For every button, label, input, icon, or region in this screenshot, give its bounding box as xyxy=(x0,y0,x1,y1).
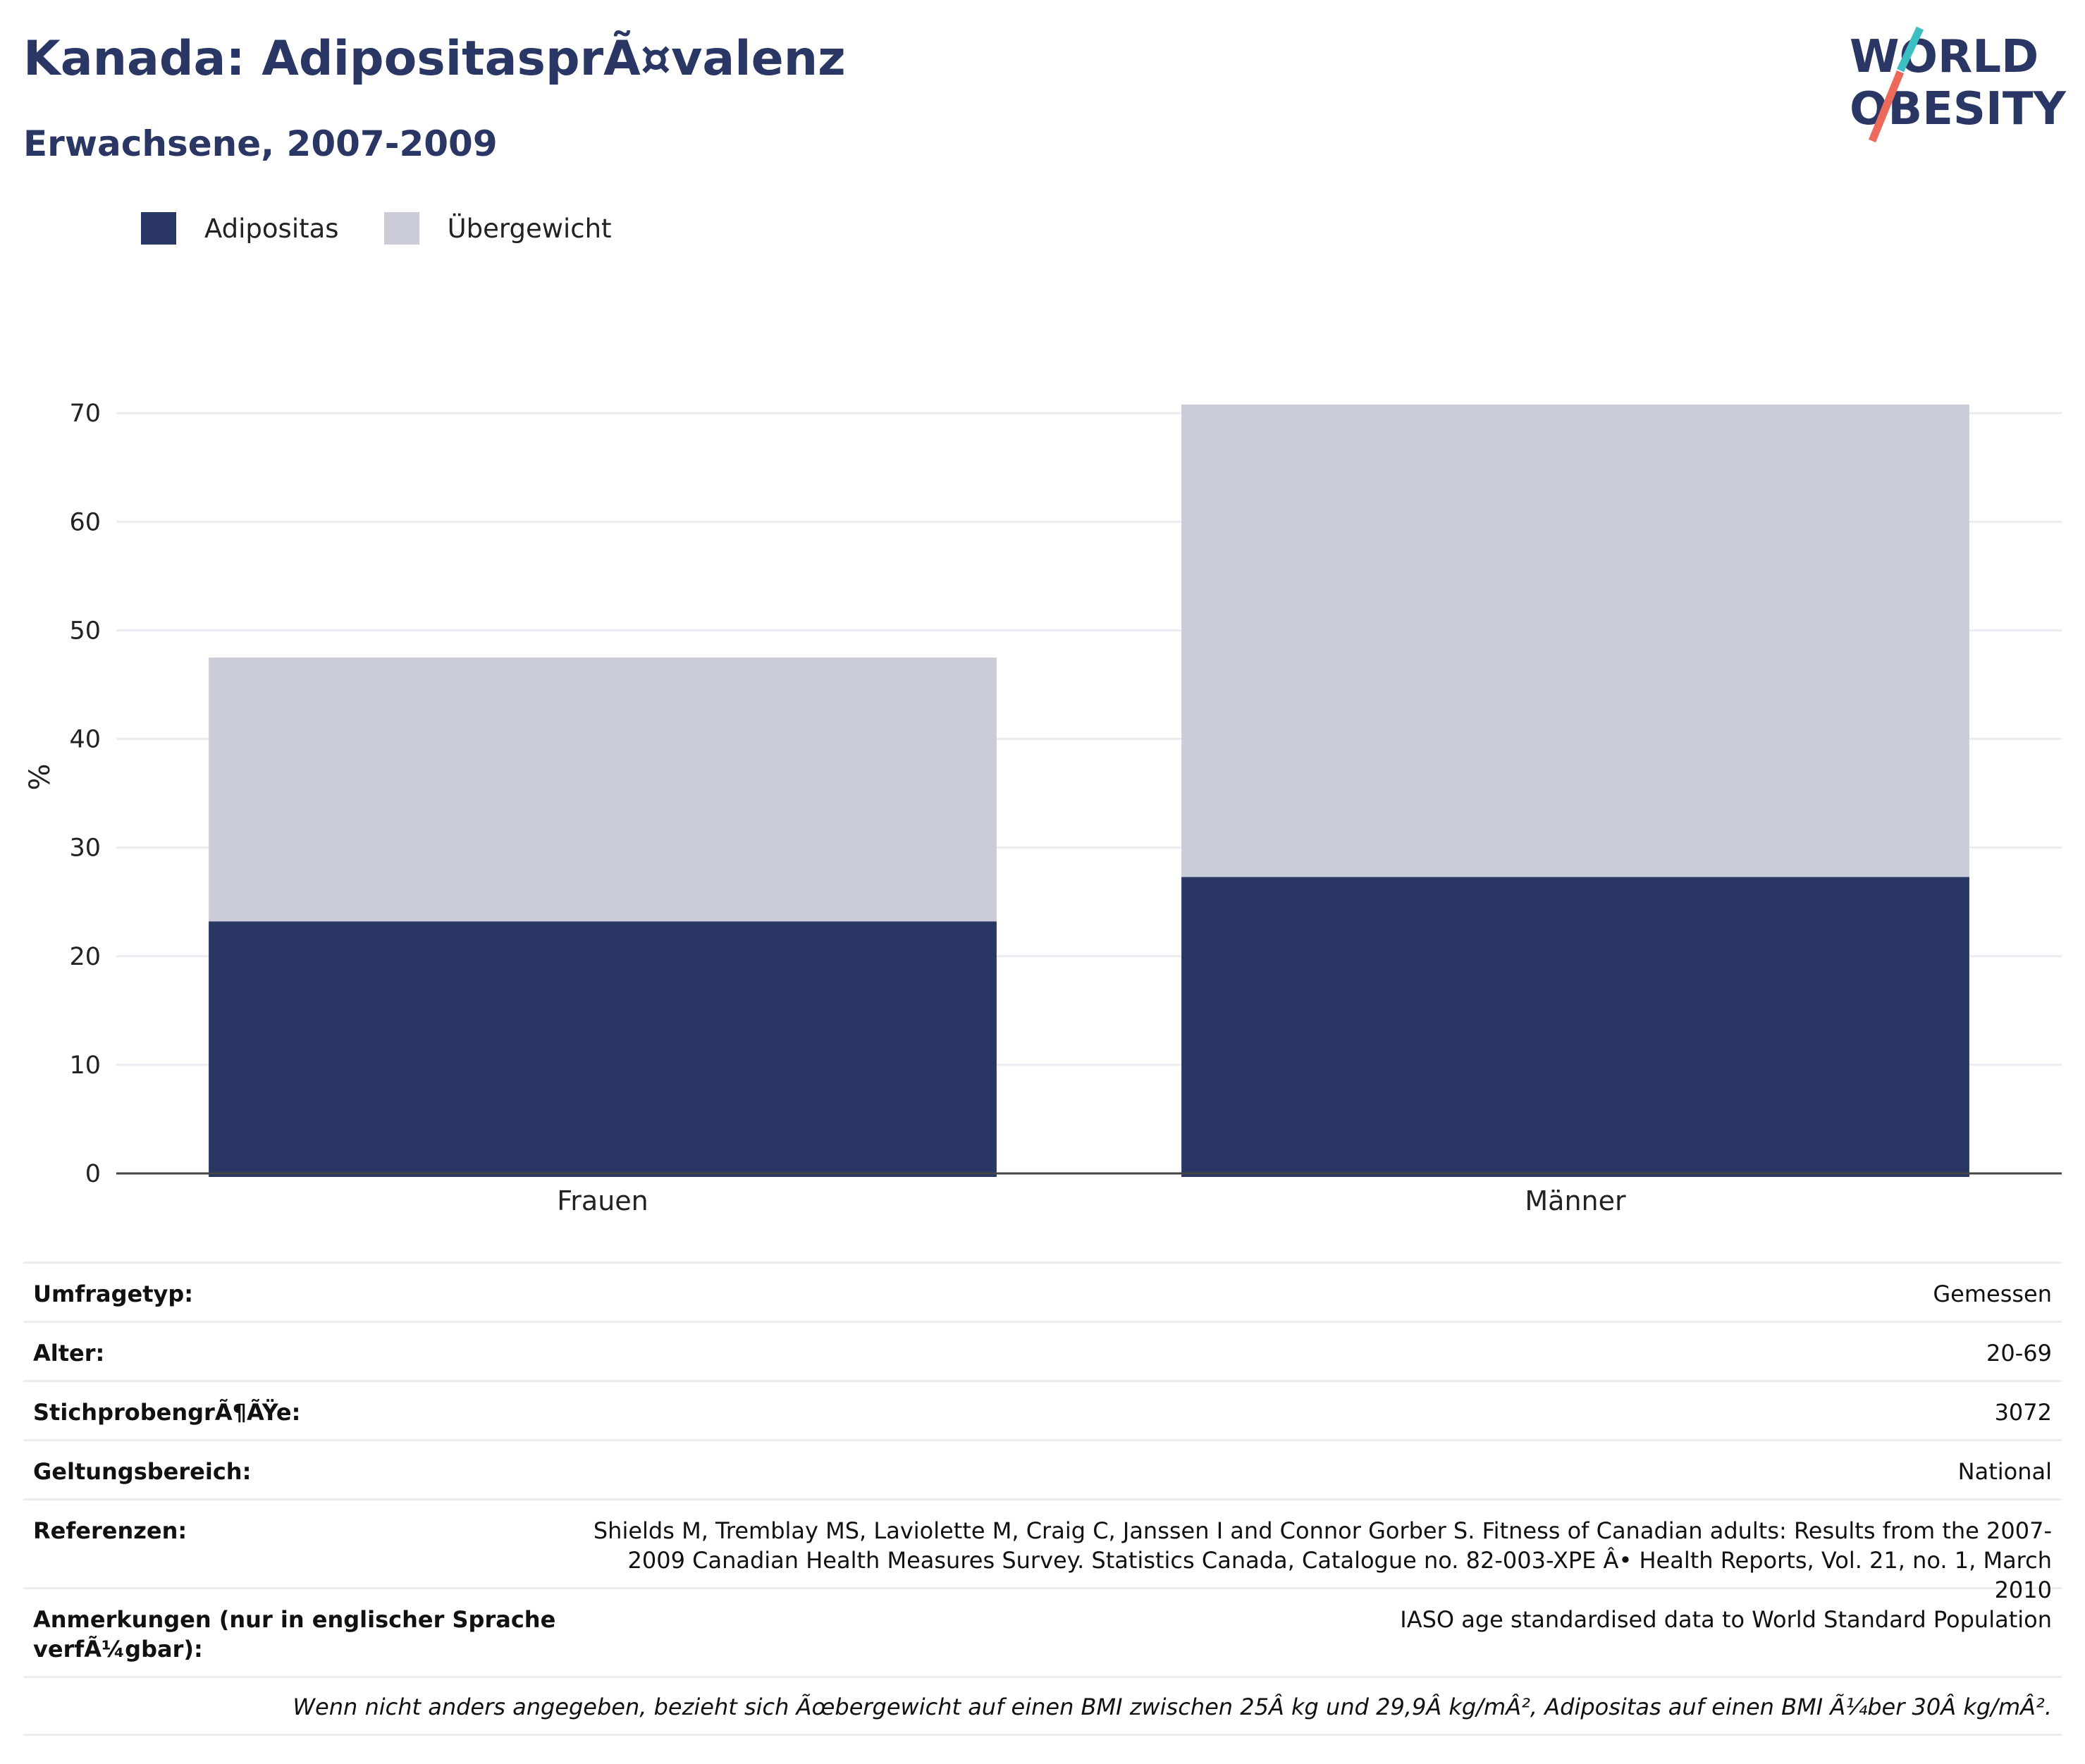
info-row-survey-type: Umfragetyp: Gemessen xyxy=(23,1264,2062,1323)
x-tick-label: Frauen xyxy=(557,1185,648,1216)
y-tick-label: 20 xyxy=(69,943,101,971)
logo-slash-bottom xyxy=(1868,70,1905,143)
bar-chart: 0 10 20 30 40 50 60 70% Frauen Männer xyxy=(24,400,2062,1216)
info-row-sample-size: StichprobengrÃ¶ÃŸe: 3072 xyxy=(23,1382,2062,1441)
info-label: Anmerkungen (nur in englischer Sprache v… xyxy=(33,1606,556,1663)
info-row-references: Referenzen: Shields M, Tremblay MS, Lavi… xyxy=(23,1500,2062,1603)
info-value: Gemessen xyxy=(1933,1281,2052,1307)
page-subtitle: Erwachsene, 2007-2009 xyxy=(23,123,498,164)
info-value: IASO age standardised data to World Stan… xyxy=(1400,1606,2052,1633)
legend-swatch-uebergewicht xyxy=(383,212,419,245)
y-axis-label: % xyxy=(24,763,56,790)
y-tick-label: 60 xyxy=(69,508,101,536)
info-value: 3072 xyxy=(1994,1399,2052,1426)
info-label: Umfragetyp: xyxy=(33,1281,194,1307)
info-value: National xyxy=(1957,1458,2052,1485)
legend-label: Adipositas xyxy=(204,213,339,244)
y-tick-label: 70 xyxy=(69,400,101,428)
bar-bergewicht-0 xyxy=(209,657,997,922)
info-label: Alter: xyxy=(33,1340,105,1367)
page-title: Kanada: AdipositasprÃ¤valenz xyxy=(23,31,846,87)
footnote: Wenn nicht anders angegeben, bezieht sic… xyxy=(293,1694,2052,1720)
info-row-age: Alter: 20-69 xyxy=(23,1323,2062,1382)
y-tick-label: 30 xyxy=(69,834,101,863)
world-obesity-logo: WORLD OBESITY xyxy=(1850,26,2066,143)
y-tick-label: 50 xyxy=(69,617,101,645)
bar-adipositas-1 xyxy=(1181,877,1969,1177)
info-row-coverage: Geltungsbereich: National xyxy=(23,1441,2062,1500)
bar-bergewicht-1 xyxy=(1181,404,1969,877)
footnote-row: Wenn nicht anders angegeben, bezieht sic… xyxy=(23,1678,2062,1736)
logo-line1: WORLD xyxy=(1850,31,2038,83)
legend-label: Übergewicht xyxy=(447,213,612,244)
x-tick-label: Männer xyxy=(1525,1185,1626,1216)
logo-slash-top xyxy=(1897,26,1924,73)
y-tick-label: 40 xyxy=(69,726,101,754)
info-row-notes: Anmerkungen (nur in englischer Sprache v… xyxy=(23,1589,2062,1678)
info-value: Shields M, Tremblay MS, Laviolette M, Cr… xyxy=(593,1517,2052,1603)
info-label: Referenzen: xyxy=(33,1517,187,1544)
y-tick-label: 0 xyxy=(85,1160,101,1188)
info-label: Geltungsbereich: xyxy=(33,1458,252,1485)
legend-swatch-adipositas xyxy=(141,212,176,245)
bar-adipositas-0 xyxy=(209,921,997,1177)
info-table: Umfragetyp: Gemessen Alter: 20-69 Stichp… xyxy=(23,1262,2062,1736)
info-value: 20-69 xyxy=(1986,1340,2052,1367)
legend-item-uebergewicht[interactable]: Übergewicht xyxy=(383,212,612,245)
chart-legend: Adipositas Übergewicht xyxy=(141,210,657,247)
y-tick-label: 10 xyxy=(69,1051,101,1080)
info-label: StichprobengrÃ¶ÃŸe: xyxy=(33,1399,301,1426)
legend-item-adipositas[interactable]: Adipositas xyxy=(141,212,339,245)
